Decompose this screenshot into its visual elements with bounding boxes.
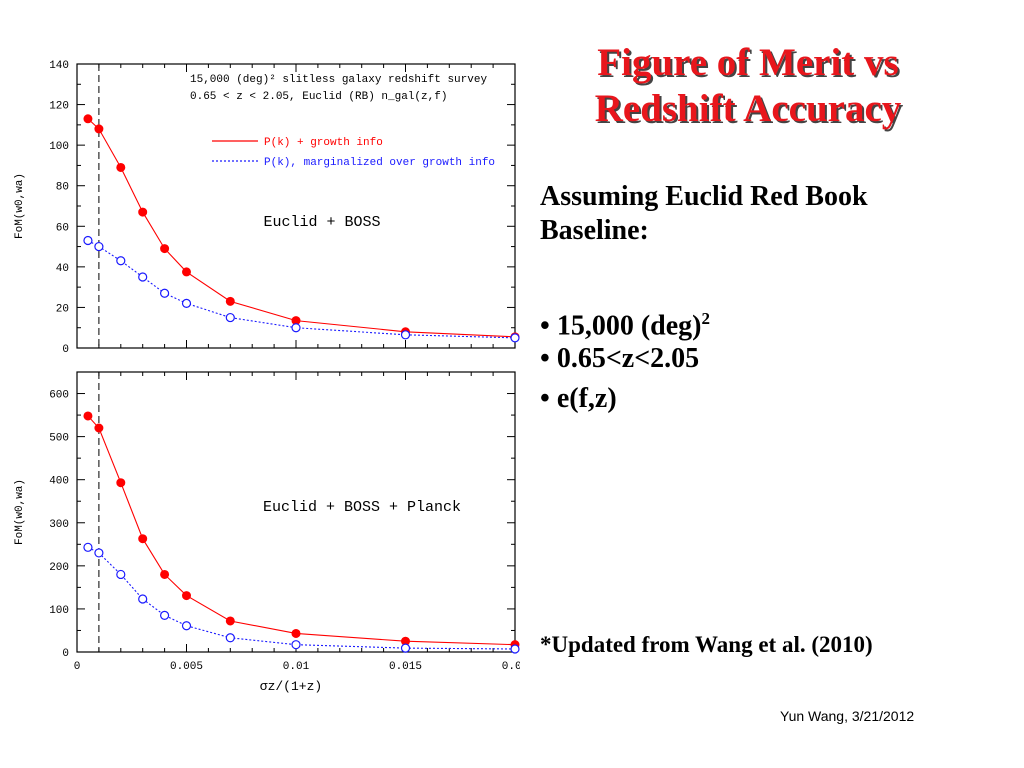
data-point-marginalized [510, 333, 520, 343]
fom-figure: 0 20 40 60 80 100 120 140 FoM(w0,wa) Euclid + BOS… [14, 60, 520, 694]
x-tick-label: 0.02 [502, 661, 520, 673]
bullet-marker: • [540, 383, 550, 414]
y-tick-label: 400 [49, 476, 69, 488]
y-tick-label: 100 [49, 605, 69, 617]
data-point-marginalized [94, 241, 104, 252]
series-line-marginalized [87, 240, 516, 339]
y-tick-label: 0 [62, 344, 69, 356]
survey-description: 0.65 < z < 2.05, Euclid (RB) n_gal(z,f) [190, 91, 447, 103]
legend-label-marginalized: P(k), marginalized over growth info [264, 157, 495, 169]
data-point-growth [94, 423, 104, 433]
y-tick-label: 300 [49, 519, 69, 531]
y-tick-label: 600 [49, 390, 69, 402]
data-point-growth [138, 534, 148, 544]
x-tick-label: 0.01 [283, 661, 310, 673]
y-tick-label: 80 [56, 182, 69, 194]
y-axis-label: FoM(w0,wa) [14, 173, 26, 239]
panel-annotation: Euclid + BOSS [263, 214, 380, 231]
data-point-marginalized [181, 621, 192, 631]
bullet-item: • 0.65<z<2.05 [540, 342, 699, 376]
data-point-growth [182, 591, 191, 601]
data-point-marginalized [138, 272, 148, 282]
bullet-item: • e(f,z) [540, 382, 617, 416]
data-point-marginalized [94, 548, 104, 558]
data-point-marginalized [400, 330, 411, 340]
data-point-growth [225, 296, 235, 306]
data-point-growth [160, 244, 170, 254]
y-axis-label: FoM(w0,wa) [14, 479, 26, 545]
y-tick-label: 120 [49, 101, 69, 113]
bullet-text: e(f,z) [556, 383, 617, 414]
data-point-growth [83, 114, 93, 124]
x-axis-label: σz/(1+z) [260, 679, 322, 694]
bullet-marker: • [540, 310, 550, 342]
data-point-marginalized [291, 640, 301, 650]
y-tick-label: 0 [62, 648, 69, 660]
y-tick-label: 60 [56, 222, 69, 234]
data-point-marginalized [160, 610, 170, 620]
data-point-growth [225, 616, 235, 626]
credit-line: Yun Wang, 3/21/2012 [780, 708, 915, 724]
bullet-superscript: 2 [701, 309, 710, 328]
y-tick-label: 140 [49, 60, 69, 72]
y-tick-label: 40 [56, 263, 69, 275]
data-point-marginalized [116, 569, 126, 580]
x-tick-label: 0.015 [389, 661, 422, 673]
y-tick-label: 200 [49, 562, 69, 574]
series-line-growth [87, 118, 516, 338]
data-point-marginalized [160, 288, 170, 298]
data-point-growth [116, 162, 126, 172]
data-point-growth [291, 628, 301, 638]
series-line-growth [87, 415, 516, 646]
data-point-marginalized [138, 594, 148, 604]
data-point-growth [94, 124, 104, 134]
data-point-marginalized [510, 644, 520, 654]
slide-subtitle: Assuming Euclid Red Book Baseline: [540, 181, 868, 246]
panel-annotation: Euclid + BOSS + Planck [263, 499, 461, 516]
data-point-marginalized [181, 298, 192, 308]
x-tick-label: 0.005 [170, 661, 203, 673]
legend-label-growth: P(k) + growth info [264, 137, 383, 149]
y-tick-label: 20 [56, 303, 69, 315]
series-line-marginalized [87, 546, 516, 650]
data-point-marginalized [400, 643, 411, 653]
plot-frame [76, 63, 516, 349]
data-point-marginalized [116, 256, 126, 266]
survey-description: 15,000 (deg)² slitless galaxy redshift s… [190, 74, 487, 86]
data-point-marginalized [83, 235, 93, 246]
data-point-growth [116, 478, 126, 488]
bullet-text: 0.65<z<2.05 [556, 343, 700, 374]
data-point-growth [160, 569, 170, 579]
bullet-item: • 15,000 (deg)2 [540, 302, 710, 343]
data-point-growth [182, 267, 191, 277]
chart-panel-bottom: 0 100 200 300 400 500 600 0 0.005 0.01 0.015 0.02 Fo… [14, 371, 520, 694]
data-point-marginalized [225, 312, 235, 323]
data-point-growth [83, 411, 93, 421]
bullet-marker: • [540, 343, 550, 374]
data-point-marginalized [291, 323, 301, 333]
y-tick-label: 100 [49, 141, 69, 153]
x-tick-label: 0 [74, 661, 81, 673]
y-tick-label: 500 [49, 433, 69, 445]
data-point-marginalized [225, 633, 235, 643]
footnote: *Updated from Wang et al. (2010) [540, 632, 873, 657]
bullet-text: 15,000 (deg) [556, 310, 702, 342]
chart-panel-top: 0 20 40 60 80 100 120 140 FoM(w0,wa) Euclid + BOS… [14, 60, 520, 356]
data-point-growth [138, 207, 148, 217]
data-point-marginalized [83, 542, 93, 552]
slide-title: Figure of Merit vs Redshift Accuracy [594, 41, 902, 130]
